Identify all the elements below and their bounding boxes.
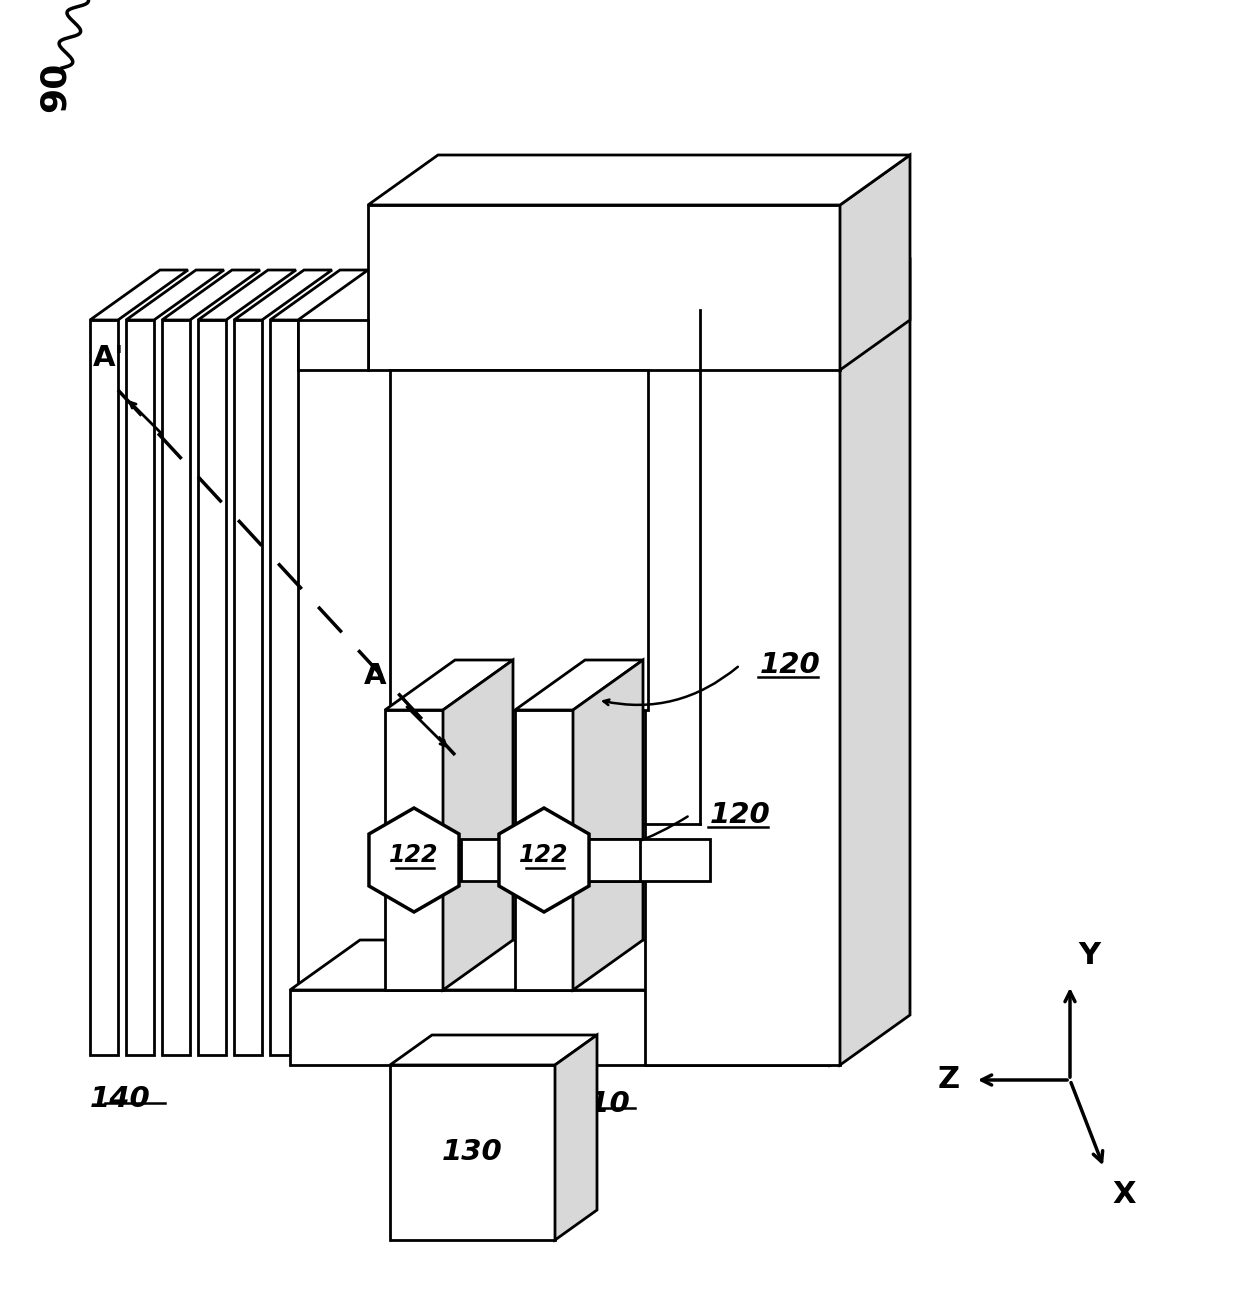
Polygon shape	[556, 1035, 596, 1240]
Text: 122: 122	[389, 843, 439, 867]
Polygon shape	[234, 320, 262, 1054]
Polygon shape	[573, 660, 644, 990]
Text: 120: 120	[760, 651, 821, 679]
Polygon shape	[384, 660, 513, 710]
Polygon shape	[126, 320, 154, 1054]
Text: 130: 130	[443, 1138, 503, 1167]
Text: 140: 140	[89, 1084, 150, 1113]
Polygon shape	[645, 260, 910, 311]
Polygon shape	[498, 808, 589, 912]
Polygon shape	[270, 320, 298, 1054]
Text: Y: Y	[1078, 941, 1100, 970]
Polygon shape	[391, 1035, 596, 1065]
Text: Z: Z	[937, 1065, 960, 1095]
Polygon shape	[198, 320, 226, 1054]
Polygon shape	[590, 839, 711, 881]
Polygon shape	[391, 1065, 556, 1240]
Polygon shape	[839, 155, 910, 371]
Text: 122: 122	[520, 843, 569, 867]
Polygon shape	[270, 270, 368, 320]
Polygon shape	[368, 155, 910, 205]
Polygon shape	[91, 320, 118, 1054]
Polygon shape	[645, 311, 839, 1065]
Text: 90: 90	[38, 63, 72, 112]
Polygon shape	[298, 320, 368, 371]
Polygon shape	[515, 710, 573, 990]
Polygon shape	[290, 940, 900, 990]
Polygon shape	[839, 260, 910, 1065]
Polygon shape	[91, 270, 188, 320]
Polygon shape	[830, 940, 900, 1065]
Text: 110: 110	[569, 1090, 630, 1118]
Polygon shape	[443, 660, 513, 990]
Text: 120: 120	[711, 801, 771, 829]
Text: A': A'	[93, 345, 124, 372]
Polygon shape	[290, 990, 830, 1065]
Polygon shape	[368, 205, 839, 371]
Polygon shape	[162, 320, 190, 1054]
Polygon shape	[391, 371, 649, 710]
Polygon shape	[384, 710, 443, 990]
Text: A: A	[363, 662, 386, 690]
Polygon shape	[370, 808, 459, 912]
Polygon shape	[515, 660, 644, 710]
Polygon shape	[461, 839, 640, 881]
Polygon shape	[162, 270, 260, 320]
Text: X: X	[1112, 1180, 1136, 1208]
Polygon shape	[234, 270, 332, 320]
Polygon shape	[198, 270, 296, 320]
Polygon shape	[126, 270, 224, 320]
